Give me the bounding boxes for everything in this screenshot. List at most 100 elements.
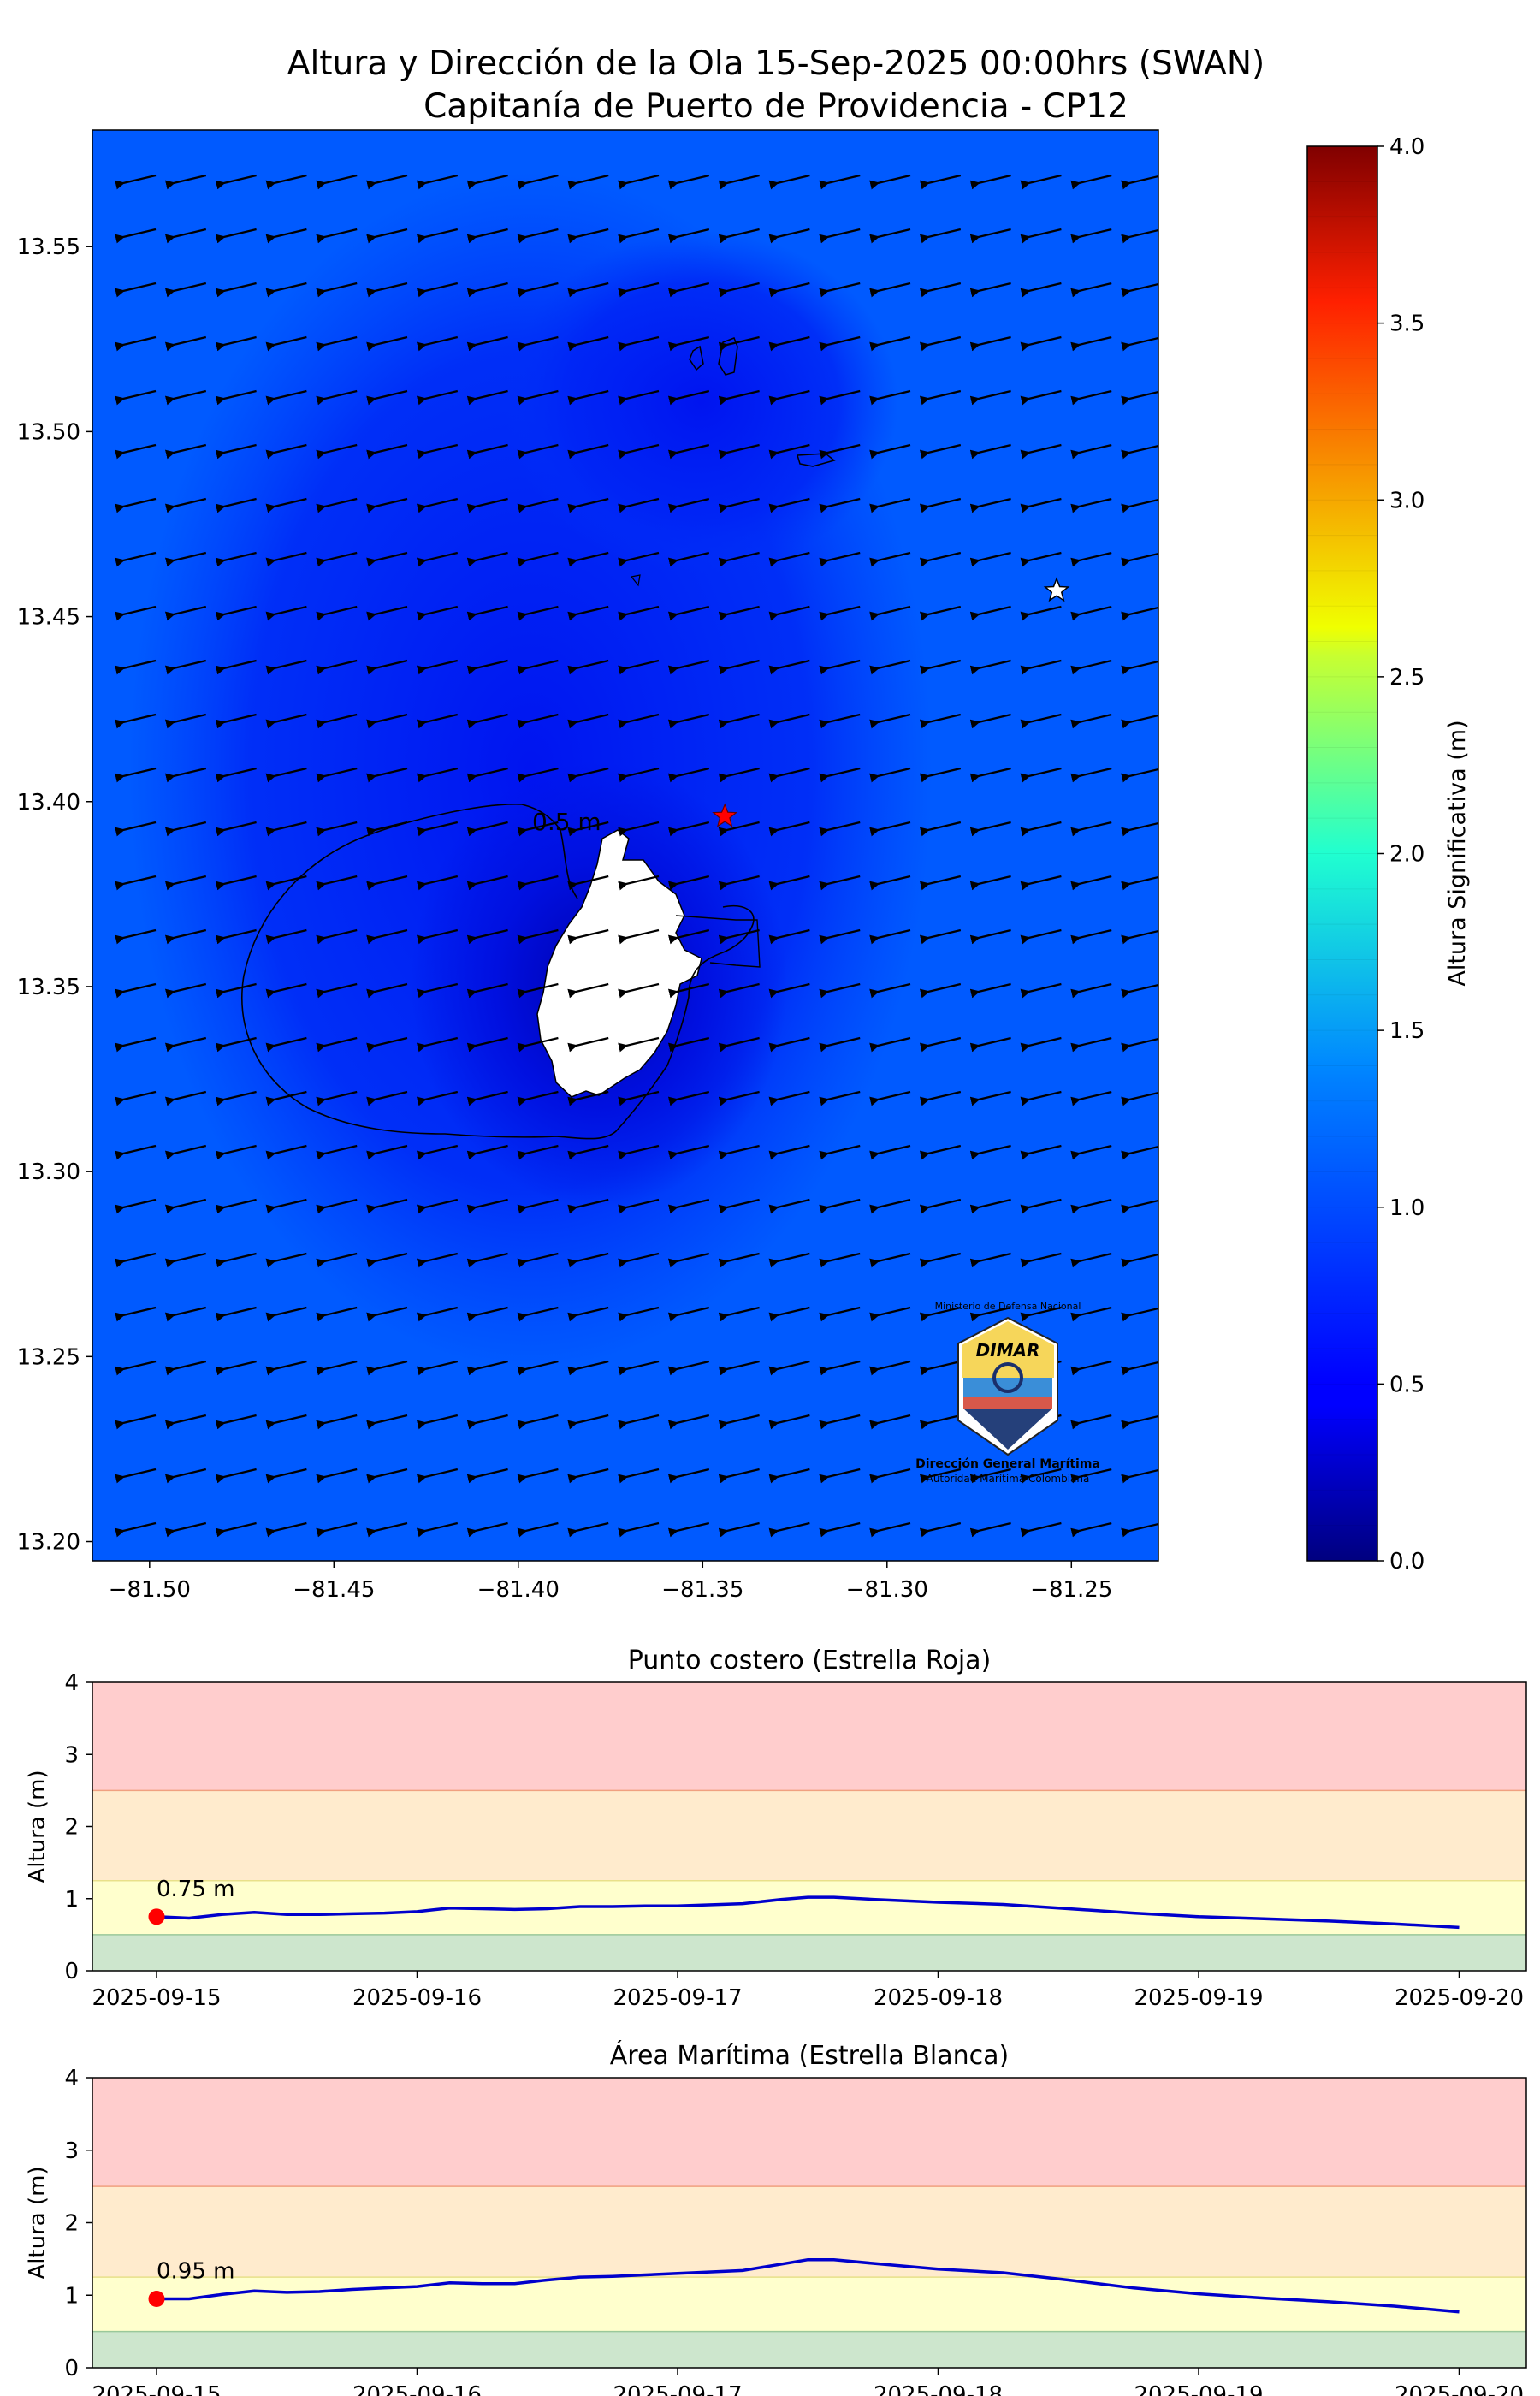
wave-arrow bbox=[567, 1036, 609, 1053]
wave-arrow bbox=[164, 1144, 207, 1160]
wave-arrow bbox=[316, 928, 358, 945]
wave-arrow bbox=[718, 497, 760, 513]
lat-tick-label: 13.45 bbox=[17, 605, 80, 631]
wave-arrow bbox=[215, 1468, 257, 1484]
wave-arrow bbox=[567, 821, 609, 837]
x-tick-label: 2025-09-15 bbox=[92, 1985, 221, 2011]
wave-arrow bbox=[316, 767, 358, 783]
wave-arrow bbox=[265, 443, 307, 460]
wave-arrow bbox=[265, 1468, 307, 1484]
wave-arrow bbox=[1070, 443, 1112, 460]
series-point bbox=[781, 2263, 782, 2264]
wave-arrow bbox=[567, 497, 609, 513]
wave-arrow bbox=[265, 1252, 307, 1268]
wave-arrow bbox=[416, 1306, 459, 1322]
series-point bbox=[417, 1911, 418, 1912]
wave-arrow bbox=[768, 1306, 810, 1322]
wave-arrow bbox=[718, 1521, 760, 1538]
wave-arrow bbox=[366, 659, 408, 675]
figure-title-line2: Capitanía de Puerto de Providencia - CP1… bbox=[424, 87, 1128, 126]
red-star-icon bbox=[712, 803, 738, 827]
wave-arrow bbox=[115, 1252, 157, 1268]
wave-arrow bbox=[969, 1198, 1011, 1214]
wave-arrow bbox=[416, 982, 459, 999]
wave-arrow bbox=[115, 767, 157, 783]
wave-arrow bbox=[1020, 335, 1062, 352]
wave-arrow bbox=[466, 928, 508, 945]
wave-arrow bbox=[164, 1414, 207, 1430]
wave-arrow bbox=[667, 389, 710, 406]
wave-arrow bbox=[366, 928, 408, 945]
wave-arrow bbox=[316, 335, 358, 352]
wave-arrow bbox=[1020, 1468, 1062, 1484]
wave-arrow bbox=[718, 1414, 760, 1430]
wave-arrow bbox=[718, 1252, 760, 1268]
wave-arrow bbox=[265, 1198, 307, 1214]
wave-arrow bbox=[517, 821, 559, 837]
wave-arrow bbox=[819, 1144, 861, 1160]
wave-arrow bbox=[115, 443, 157, 460]
wave-arrow bbox=[718, 1036, 760, 1053]
series-point bbox=[319, 1914, 320, 1915]
logo-waves-blue bbox=[963, 1378, 1052, 1397]
island-providencia bbox=[536, 829, 702, 1098]
wave-arrow bbox=[416, 928, 459, 945]
wave-arrow bbox=[517, 497, 559, 513]
wave-arrow bbox=[366, 767, 408, 783]
colorbar-tick-label: 0.5 bbox=[1389, 1372, 1424, 1397]
lat-tick-label: 13.55 bbox=[17, 234, 80, 260]
wave-arrow bbox=[517, 1090, 559, 1106]
wave-arrow bbox=[416, 228, 459, 244]
wave-arrow bbox=[768, 1468, 810, 1484]
series-point bbox=[189, 1918, 190, 1919]
wave-arrow bbox=[819, 389, 861, 406]
wave-arrow bbox=[1070, 551, 1112, 567]
wave-arrow bbox=[316, 443, 358, 460]
series-point bbox=[514, 1909, 515, 1910]
current-value-label: 0.95 m bbox=[157, 2258, 234, 2284]
x-tick-label: 2025-09-17 bbox=[613, 1985, 742, 2011]
wave-arrow bbox=[718, 1198, 760, 1214]
wave-arrow bbox=[517, 1360, 559, 1376]
wave-arrow bbox=[869, 1468, 911, 1484]
y-tick-label: 4 bbox=[64, 2066, 79, 2091]
wave-arrow bbox=[466, 1521, 508, 1538]
wave-arrow bbox=[919, 1306, 962, 1322]
wave-arrow bbox=[416, 875, 459, 891]
wave-arrow bbox=[466, 174, 508, 190]
wave-arrow bbox=[164, 1306, 207, 1322]
wave-arrow bbox=[366, 1306, 408, 1322]
timeseries-coastal-point: 0.75 m Punto costero (Estrella Roja) 0 1 2 3 4… bbox=[25, 1646, 1527, 2011]
wave-arrow bbox=[618, 1144, 660, 1160]
series-point bbox=[417, 2286, 418, 2287]
wave-arrow bbox=[969, 1468, 1011, 1484]
wave-arrow bbox=[1070, 982, 1112, 999]
wave-arrow bbox=[869, 767, 911, 783]
wave-arrow bbox=[366, 1198, 408, 1214]
series-point bbox=[579, 2277, 580, 2278]
wave-arrow bbox=[366, 1521, 408, 1538]
wave-arrow bbox=[667, 1414, 710, 1430]
colorbar-tick-label: 2.5 bbox=[1389, 665, 1424, 691]
wave-arrow bbox=[164, 335, 207, 352]
risk-band bbox=[92, 2078, 1526, 2187]
wave-arrow bbox=[1121, 390, 1158, 406]
risk-band bbox=[92, 2331, 1526, 2368]
wave-arrow bbox=[265, 1144, 307, 1160]
dimar-logo: Ministerio de Defensa Nacional DIMAR Dir… bbox=[915, 1301, 1100, 1485]
wave-arrow bbox=[215, 1306, 257, 1322]
wave-arrow bbox=[567, 1306, 609, 1322]
current-value-label: 0.75 m bbox=[157, 1877, 234, 1902]
wave-arrow bbox=[718, 282, 760, 298]
y-axis-label: Altura (m) bbox=[25, 2166, 50, 2279]
contour-label: 0.5 m bbox=[532, 808, 601, 836]
wave-arrow bbox=[316, 713, 358, 729]
wave-arrow bbox=[366, 389, 408, 406]
wave-arrow bbox=[919, 713, 962, 729]
wave-arrow bbox=[1070, 821, 1112, 837]
x-tick-label: 2025-09-16 bbox=[352, 1985, 482, 2011]
wave-arrow bbox=[567, 928, 609, 945]
wave-arrow bbox=[919, 174, 962, 190]
wave-arrow bbox=[466, 1414, 508, 1430]
wave-arrow bbox=[919, 228, 962, 244]
